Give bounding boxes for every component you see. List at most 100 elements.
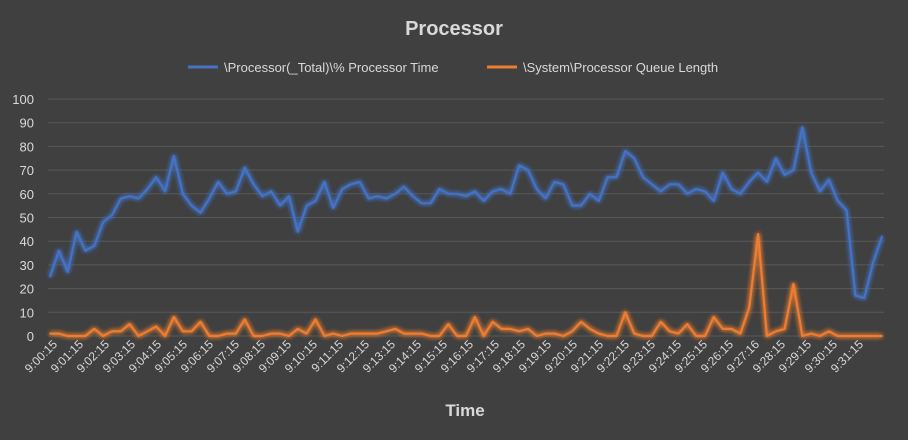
data-point <box>845 335 848 337</box>
data-point <box>650 183 653 186</box>
data-point <box>739 192 742 195</box>
data-point <box>350 332 352 335</box>
data-point <box>111 214 113 217</box>
y-tick-label: 70 <box>20 163 34 178</box>
data-point <box>261 335 264 337</box>
data-point <box>491 320 494 323</box>
data-point <box>208 197 211 200</box>
data-point <box>509 192 512 195</box>
y-tick-label: 20 <box>20 282 34 297</box>
data-point <box>535 335 538 337</box>
data-point <box>350 183 352 186</box>
y-axis-ticks: 0 10 20 30 40 50 60 70 80 90 100 <box>12 92 34 344</box>
data-point <box>597 332 600 335</box>
data-point <box>217 181 220 183</box>
data-point <box>650 335 653 337</box>
data-point <box>394 327 397 330</box>
data-point <box>571 204 574 207</box>
data-point <box>571 330 574 333</box>
data-point <box>544 197 547 200</box>
data-point <box>456 192 459 195</box>
data-point <box>881 235 883 238</box>
data-point <box>642 335 644 337</box>
data-point <box>704 190 706 193</box>
data-point <box>146 330 149 333</box>
data-point <box>234 332 237 335</box>
data-point <box>695 335 698 337</box>
data-point <box>66 335 69 337</box>
data-point <box>358 332 361 335</box>
legend-label-queue-length: \System\Processor Queue Length <box>523 60 718 75</box>
data-point <box>190 330 193 333</box>
data-point <box>509 327 512 330</box>
data-point <box>155 176 158 179</box>
legend-label-processor-time: \Processor(_Total)\% Processor Time <box>224 60 439 75</box>
data-point <box>801 126 804 129</box>
data-point <box>580 204 582 207</box>
data-point <box>243 166 246 169</box>
data-point <box>367 332 370 335</box>
data-point <box>75 335 78 337</box>
data-point <box>314 318 317 321</box>
data-point <box>854 294 857 297</box>
y-tick-label: 100 <box>12 92 34 107</box>
data-point <box>429 202 432 205</box>
data-point <box>411 195 414 198</box>
data-point <box>615 335 618 337</box>
data-point <box>279 332 282 335</box>
data-point <box>518 330 521 333</box>
data-point <box>810 332 813 335</box>
series-0 <box>48 126 884 300</box>
data-point <box>49 332 51 335</box>
data-point <box>757 171 759 174</box>
data-point <box>66 271 69 273</box>
data-point <box>863 335 866 337</box>
data-point <box>766 335 768 337</box>
data-point <box>164 335 166 337</box>
data-point <box>288 335 290 337</box>
data-point <box>314 200 317 202</box>
data-point <box>686 323 689 326</box>
data-point <box>712 316 715 318</box>
data-point <box>827 178 830 181</box>
data-point <box>500 327 503 330</box>
data-point <box>341 335 343 337</box>
data-point <box>757 233 759 235</box>
data-point <box>774 157 777 160</box>
data-point <box>872 335 875 337</box>
data-point <box>394 192 397 195</box>
data-point <box>146 188 149 190</box>
y-tick-label: 30 <box>20 258 34 273</box>
data-point <box>518 164 521 167</box>
data-point <box>57 332 60 335</box>
data-point <box>447 192 450 195</box>
series-1 <box>49 233 883 338</box>
data-point <box>323 335 326 337</box>
data-point <box>553 181 556 183</box>
series-lines <box>48 126 884 338</box>
data-point <box>49 275 51 278</box>
data-point <box>659 190 662 193</box>
data-point <box>456 335 459 337</box>
data-point <box>376 332 379 335</box>
data-point <box>199 211 202 214</box>
data-point <box>606 176 609 179</box>
data-point <box>403 185 405 188</box>
data-point <box>102 221 105 224</box>
data-point <box>527 327 529 330</box>
data-point <box>332 207 335 209</box>
data-point <box>535 188 538 190</box>
data-point <box>748 306 751 309</box>
data-point <box>562 335 565 337</box>
data-point <box>332 332 335 335</box>
data-point <box>792 169 795 172</box>
data-point <box>465 335 467 337</box>
data-point <box>810 171 813 174</box>
data-point <box>677 183 680 186</box>
y-tick-label: 0 <box>27 329 34 344</box>
data-point <box>730 188 733 190</box>
data-point <box>420 202 423 205</box>
data-point <box>633 332 636 335</box>
data-point <box>748 181 751 183</box>
data-point <box>624 311 627 314</box>
